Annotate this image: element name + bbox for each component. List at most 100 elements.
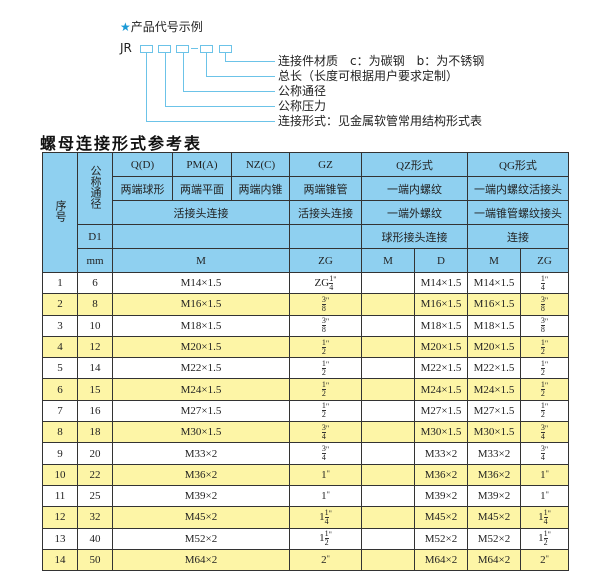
- legend-item: 公称通径: [278, 84, 327, 98]
- cell-qg-m: M52×2: [467, 527, 521, 550]
- inch-mark: ": [544, 402, 549, 412]
- leader-line: [206, 76, 275, 77]
- spec-table: 序号 公称通径 Q(D) PM(A) NZ(C) GZ QZ形式 QG形式 两端…: [42, 152, 569, 571]
- cell-qg-m: M24×1.5: [467, 378, 521, 401]
- header-desc: 两端锥管: [289, 176, 362, 201]
- leader-line: [146, 121, 275, 122]
- cell-qg-m: M45×2: [467, 506, 521, 529]
- cell-qg-m: M39×2: [467, 484, 521, 508]
- legend-item: 连接形式：见金属软管常用结构形式表: [278, 114, 483, 128]
- inch-mark: ": [544, 359, 549, 369]
- cell-qz-d: M16×1.5: [414, 293, 468, 316]
- legend-heading: ★产品代号示例: [120, 18, 203, 35]
- cell-no: 7: [42, 399, 78, 423]
- header-unit: ZG: [520, 248, 569, 273]
- cell-dn: 50: [77, 548, 113, 571]
- table-row: 7 16 M27×1.5 1 2 " M27×1.5 M27×1.5 1 2 ": [42, 399, 569, 423]
- star-icon: ★: [120, 20, 131, 34]
- fraction-whole: 1: [538, 532, 544, 545]
- cell-zg: 1 2 ": [289, 357, 362, 380]
- header-unit: M: [361, 248, 415, 273]
- cell-qz-m: [361, 335, 415, 359]
- cell-dn: 22: [77, 463, 113, 486]
- cell-qz-d: M20×1.5: [414, 335, 468, 359]
- header-conn: 活接头连接: [289, 200, 362, 225]
- cell-dn: 18: [77, 421, 113, 444]
- cell-qg-m: M16×1.5: [467, 293, 521, 316]
- cell-no: 5: [42, 357, 78, 380]
- inch-mark: ": [547, 530, 551, 540]
- cell-qz-d: M39×2: [414, 484, 468, 508]
- cell-no: 4: [42, 335, 78, 359]
- cell-dn: 15: [77, 378, 113, 401]
- inch-mark: ": [325, 317, 330, 327]
- cell-qz-m: [361, 527, 415, 550]
- cell-m: M30×1.5: [112, 421, 290, 444]
- cell-qz-d: M27×1.5: [414, 399, 468, 423]
- cell-zg: 3 4 ": [289, 442, 362, 465]
- table-row: 12 32 M45×2 1 1 4 " M45×2 M45×2 1 1 4 ": [42, 506, 569, 529]
- header-seq: 序号: [42, 152, 78, 273]
- cell-qz-d: M22×1.5: [414, 357, 468, 380]
- cell-qz-d: M33×2: [414, 442, 468, 465]
- cell-qz-m: [361, 463, 415, 486]
- table-row: 5 14 M22×1.5 1 2 " M22×1.5 M22×1.5 1 2 ": [42, 357, 569, 380]
- cell-qg-zg: 1 2 ": [520, 335, 569, 359]
- inch-mark: ": [333, 274, 337, 284]
- inch-mark: ": [328, 530, 332, 540]
- leader-line: [183, 91, 275, 92]
- header-unit: M: [467, 248, 521, 273]
- cell-qz-m: [361, 506, 415, 529]
- cell-m: M33×2: [112, 442, 290, 465]
- inch-mark: ": [326, 468, 330, 478]
- leader-line: [165, 53, 166, 106]
- cell-qg-m: M30×1.5: [467, 421, 521, 444]
- table-row: 13 40 M52×2 1 1 2 " M52×2 M52×2 1 1 2 ": [42, 527, 569, 550]
- cell-zg: 3 8 ": [289, 293, 362, 316]
- cell-dn: 32: [77, 506, 113, 529]
- cell-qg-m: M27×1.5: [467, 399, 521, 423]
- table-row: 6 15 M24×1.5 1 2 " M24×1.5 M24×1.5 1 2 ": [42, 378, 569, 401]
- cell-qz-d: M45×2: [414, 506, 468, 529]
- table-title: 螺母连接形式参考表: [40, 134, 203, 153]
- cell-qg-zg: 2": [520, 548, 569, 571]
- cell-qz-m: [361, 484, 415, 508]
- cell-dn: 10: [77, 314, 113, 337]
- cell-zg: 3 4 ": [289, 421, 362, 444]
- cell-dn: 20: [77, 442, 113, 465]
- code-box-4: [200, 45, 213, 53]
- fraction-whole: 1: [540, 468, 546, 481]
- inch-mark: ": [544, 381, 549, 391]
- cell-m: M45×2: [112, 506, 290, 529]
- inch-mark: ": [544, 317, 549, 327]
- cell-qz-m: [361, 357, 415, 380]
- leader-line: [165, 106, 275, 107]
- cell-qz-m: [361, 421, 415, 444]
- cell-qz-m: [361, 548, 415, 571]
- table-row: 8 18 M30×1.5 3 4 " M30×1.5 M30×1.5 3 4 ": [42, 421, 569, 444]
- cell-qg-zg: 1": [520, 484, 569, 508]
- inch-mark: ": [325, 359, 330, 369]
- header-type: GZ: [289, 152, 362, 177]
- cell-no: 1: [42, 271, 78, 295]
- fraction-whole: 2: [540, 554, 546, 566]
- inch-mark: ": [544, 445, 549, 455]
- header-desc: 一端内螺纹活接头: [467, 176, 569, 201]
- inch-mark: ": [545, 468, 549, 478]
- cell-qg-m: M14×1.5: [467, 271, 521, 295]
